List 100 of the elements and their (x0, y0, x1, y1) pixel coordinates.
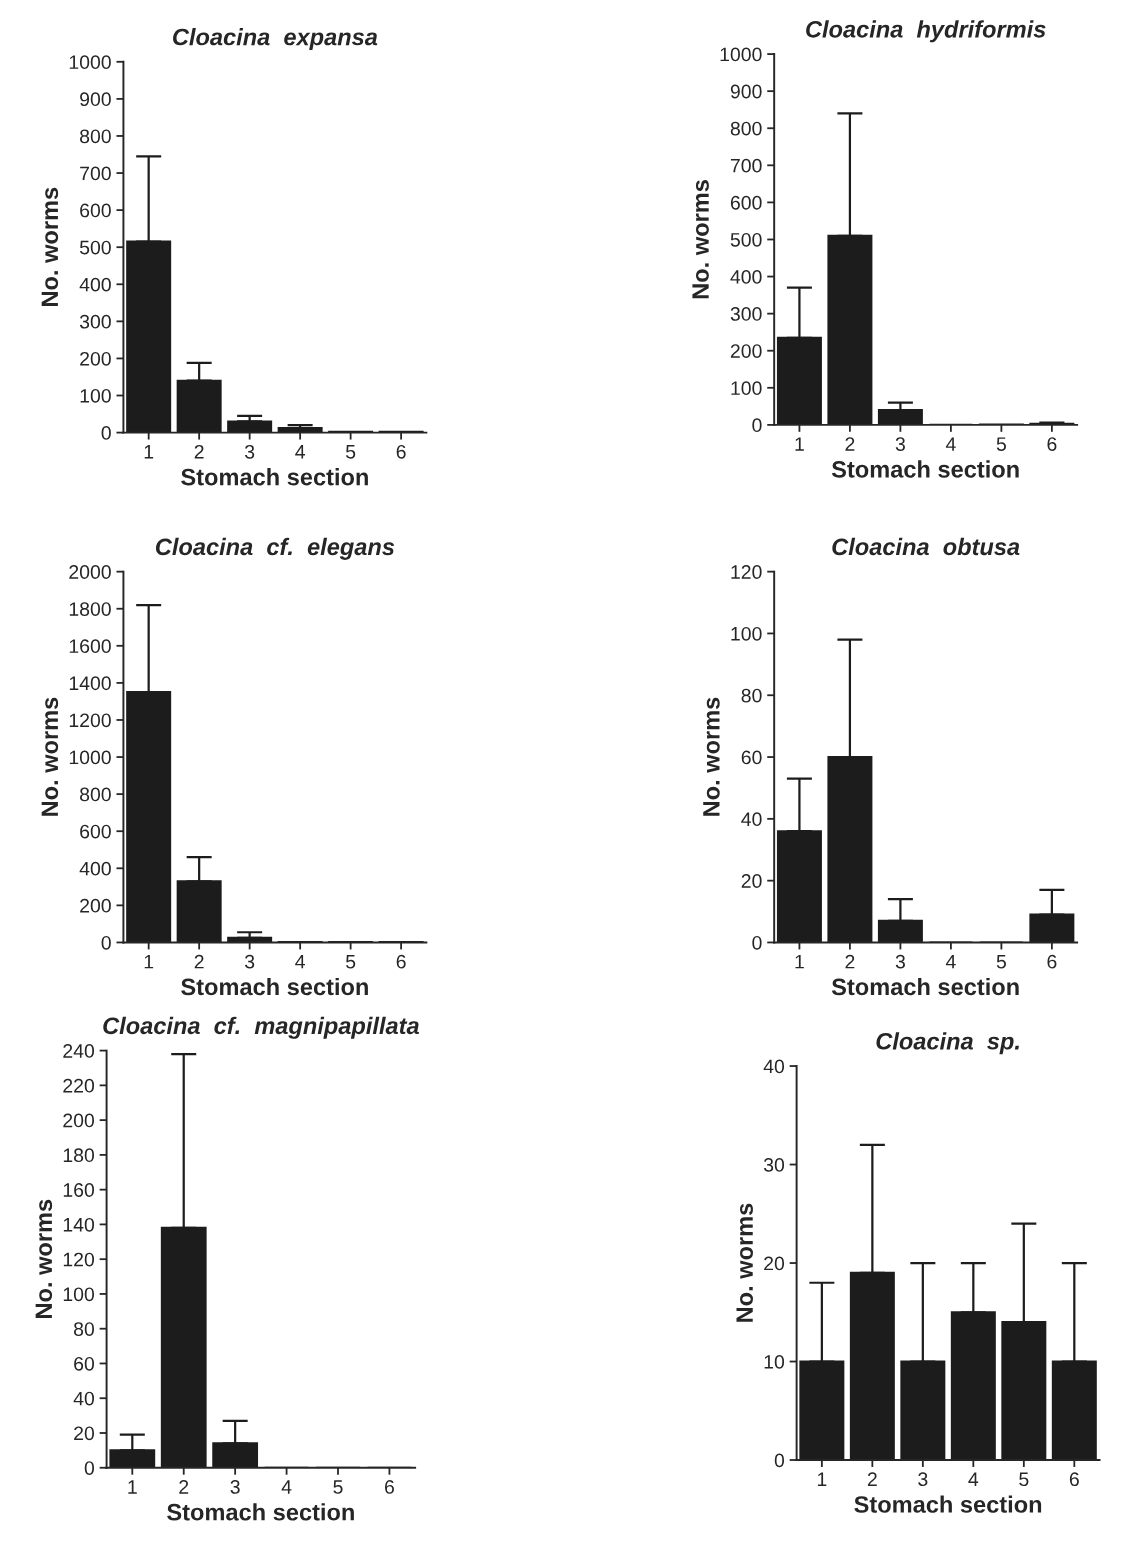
y-tick-label: 240 (63, 1044, 95, 1058)
y-tick-label: 800 (80, 787, 111, 802)
x-tick-label: 3 (230, 1480, 240, 1494)
x-tick-label: 5 (996, 954, 1006, 969)
x-tick-label: 1 (144, 954, 154, 969)
y-tick-label: 100 (731, 381, 762, 396)
x-tick-label: 2 (194, 954, 204, 969)
y-tick-label: 0 (752, 935, 762, 950)
x-tick-label: 6 (385, 1480, 394, 1494)
x-tick-label: 6 (1069, 1472, 1079, 1487)
x-tick-label: 4 (945, 437, 956, 451)
y-tick-label: 800 (80, 129, 111, 144)
y-tick-label: 60 (74, 1356, 95, 1371)
x-tick-label: 4 (281, 1480, 292, 1494)
chart-title: Cloacina cf. magnipapillata (103, 1016, 419, 1039)
x-tick-label: 4 (968, 1472, 979, 1486)
y-tick-label: 200 (730, 344, 762, 358)
x-tick-label: 1 (144, 445, 154, 459)
x-axis-title: Stomach section (181, 468, 368, 486)
x-tick-label: 5 (333, 1480, 343, 1494)
y-tick-label: 0 (84, 1461, 95, 1475)
x-tick-label: 4 (945, 954, 956, 969)
chart-title: Cloacina sp. (876, 1032, 1019, 1055)
y-axis-title: No. worms (692, 180, 709, 299)
y-tick-label: 10 (764, 1355, 785, 1369)
y-tick-label: 1600 (69, 639, 111, 654)
x-tick-label: 2 (867, 1472, 877, 1486)
y-tick-label: 160 (63, 1183, 95, 1197)
x-tick-label: 6 (396, 954, 406, 969)
y-tick-label: 400 (730, 270, 762, 284)
y-axis-title: No. worms (703, 697, 720, 816)
x-axis-title: Stomach section (831, 977, 1019, 996)
y-tick-label: 700 (730, 158, 762, 173)
y-tick-label: 1400 (69, 676, 111, 691)
x-axis-title: Stomach section (181, 977, 368, 996)
x-tick-label: 5 (346, 954, 356, 969)
x-tick-label: 5 (346, 445, 356, 459)
y-tick-label: 120 (63, 1252, 95, 1267)
x-tick-label: 5 (1019, 1472, 1029, 1487)
y-tick-label: 0 (101, 426, 111, 440)
y-tick-label: 40 (741, 812, 762, 827)
y-tick-label: 600 (80, 824, 111, 839)
x-tick-label: 1 (795, 437, 804, 451)
y-tick-label: 140 (63, 1217, 95, 1232)
y-tick-label: 20 (764, 1256, 785, 1271)
y-tick-label: 500 (79, 240, 111, 255)
y-tick-label: 1000 (720, 47, 762, 62)
y-tick-label: 200 (63, 1113, 95, 1128)
y-tick-label: 1800 (69, 602, 111, 616)
x-tick-label: 5 (996, 437, 1006, 451)
x-tick-label: 4 (295, 445, 305, 459)
y-tick-label: 120 (731, 565, 762, 579)
x-tick-label: 4 (295, 954, 305, 969)
chart-title: Cloacina expansa (173, 28, 378, 51)
x-axis-title: Stomach section (831, 460, 1019, 478)
y-tick-label: 1000 (69, 750, 111, 765)
y-tick-label: 800 (730, 121, 762, 136)
chart-title: Cloacina hydriformis (806, 20, 1046, 43)
y-tick-label: 300 (79, 314, 111, 329)
y-tick-label: 0 (774, 1453, 785, 1468)
y-tick-label: 40 (73, 1391, 95, 1406)
y-axis-title: No. worms (41, 697, 59, 816)
y-tick-label: 1200 (69, 713, 111, 728)
y-tick-label: 1000 (69, 55, 111, 70)
x-tick-label: 1 (795, 954, 804, 969)
chart-title: Cloacina cf. elegans (155, 537, 395, 560)
y-axis-title: No. worms (736, 1203, 753, 1322)
y-tick-label: 20 (74, 1426, 95, 1441)
y-tick-label: 700 (80, 166, 111, 181)
y-tick-label: 100 (63, 1287, 95, 1302)
y-tick-label: 600 (730, 195, 762, 210)
y-tick-label: 80 (741, 688, 762, 703)
y-tick-label: 220 (63, 1078, 95, 1093)
y-tick-label: 900 (730, 84, 762, 99)
x-axis-title: Stomach section (854, 1495, 1042, 1513)
x-tick-label: 6 (396, 444, 406, 459)
x-axis-title: Stomach section (167, 1503, 354, 1521)
y-tick-label: 2000 (69, 565, 111, 579)
x-tick-label: 2 (194, 444, 204, 459)
y-tick-label: 0 (101, 935, 111, 950)
y-tick-label: 400 (79, 277, 111, 292)
x-tick-label: 1 (817, 1472, 827, 1486)
y-tick-label: 0 (752, 418, 762, 433)
x-tick-label: 2 (845, 954, 855, 969)
y-tick-label: 300 (730, 307, 762, 321)
y-tick-label: 500 (730, 232, 762, 247)
x-tick-label: 1 (128, 1480, 137, 1494)
y-axis-title: No. worms (41, 187, 59, 306)
x-tick-label: 3 (895, 954, 905, 969)
x-tick-label: 6 (1047, 437, 1057, 451)
y-tick-label: 600 (80, 203, 111, 218)
y-tick-label: 30 (763, 1158, 785, 1172)
y-tick-label: 900 (80, 92, 111, 107)
y-tick-label: 100 (731, 626, 762, 641)
x-tick-label: 6 (1047, 954, 1057, 969)
y-tick-label: 180 (63, 1148, 95, 1163)
y-tick-label: 200 (80, 898, 111, 913)
y-axis-title: No. worms (35, 1199, 53, 1318)
x-tick-label: 3 (895, 437, 905, 451)
y-tick-label: 80 (74, 1322, 95, 1336)
